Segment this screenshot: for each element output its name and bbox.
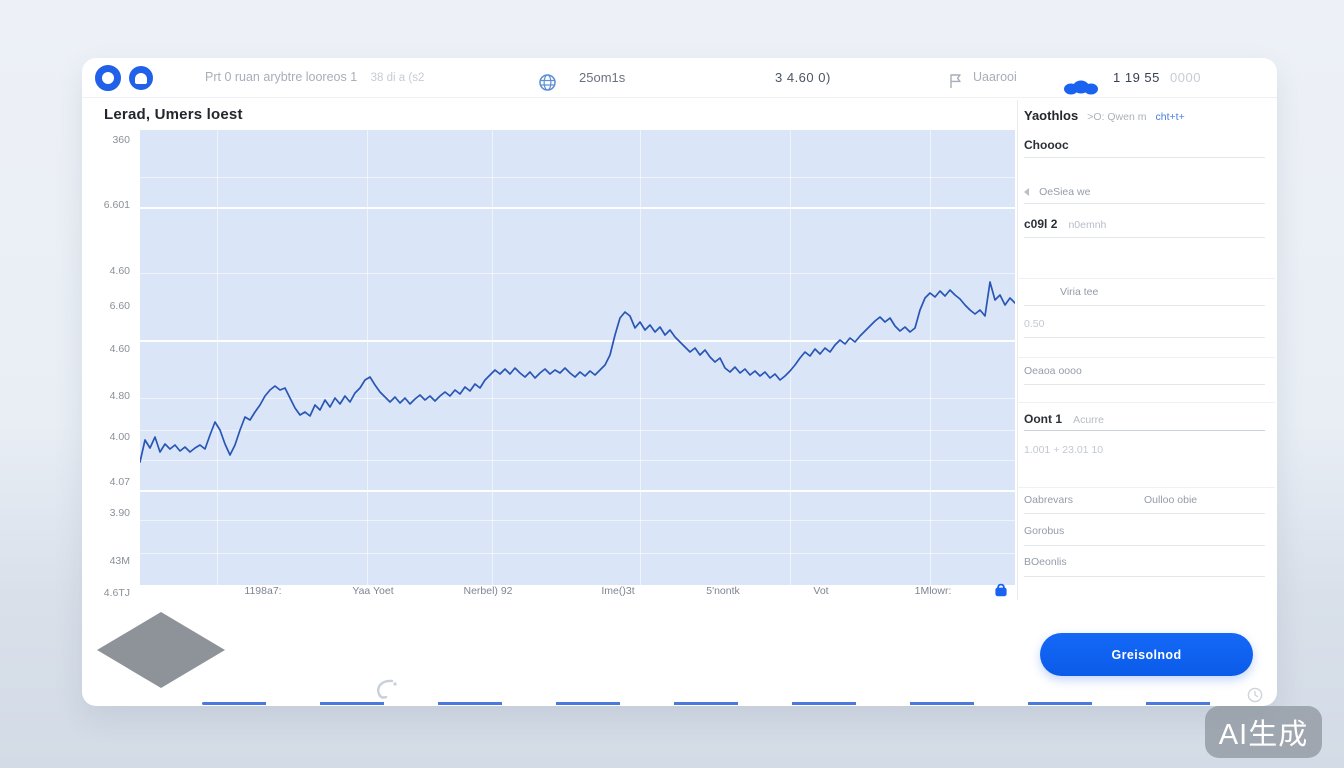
ai-generated-badge: AI生成: [1205, 706, 1322, 758]
sidebar-divider: [1017, 100, 1018, 600]
y-axis-tick: 4.60: [110, 343, 130, 355]
divider: [1024, 157, 1265, 158]
lock-icon[interactable]: [993, 582, 1009, 598]
price-chart-plot[interactable]: [140, 130, 1015, 585]
summary-row[interactable]: Oabrevars Oulloo obie: [1024, 494, 1265, 506]
y-axis-tick: 43M: [110, 555, 130, 567]
divider: [1024, 237, 1265, 238]
divider: [1024, 430, 1265, 431]
y-axis-tick: 6.601: [104, 199, 130, 211]
panel-link[interactable]: cht+t+: [1156, 111, 1185, 123]
order-field-1[interactable]: c09l 2 n0emnh: [1024, 217, 1265, 231]
collapsed-group-row[interactable]: OeSiea we: [1024, 186, 1265, 198]
balance: 1 19 55 0000: [1113, 58, 1201, 97]
flag-icon[interactable]: [946, 67, 966, 87]
price-line-svg: [140, 130, 1015, 585]
x-axis-tick: Vot: [813, 585, 828, 597]
y-axis-tick: 4.80: [110, 390, 130, 402]
submit-order-button[interactable]: Greisolnod: [1040, 633, 1253, 676]
diamond-logo-icon: [97, 612, 225, 688]
balance-suffix: 0000: [1170, 70, 1201, 85]
option-row-b[interactable]: BOeonlis: [1024, 556, 1265, 568]
order-field-5[interactable]: Oont 1 Acurre: [1024, 412, 1265, 426]
x-axis-tick: 1Mlowr:: [915, 585, 952, 597]
y-axis-labels: 360 6.601 4.60 6.60 4.60 4.80 4.00 4.07 3.90 43M 4…: [82, 130, 134, 600]
order-field-4[interactable]: Oeaoa oooo: [1024, 365, 1265, 377]
panel-section-heading: Choooc: [1024, 138, 1265, 152]
panel-header: Yaothlos >O: Qwen m cht+t+: [1024, 108, 1265, 123]
chart-title: Lerad, Umers loest: [104, 106, 243, 123]
panel-title: Yaothlos: [1024, 108, 1078, 123]
globe-icon[interactable]: [538, 68, 557, 87]
divider: [1024, 576, 1265, 577]
timeframe-selector[interactable]: 25om1s: [579, 58, 625, 97]
x-axis-tick: Yaa Yoet: [352, 585, 393, 597]
y-axis-tick: 4.00: [110, 431, 130, 443]
divider: [1024, 305, 1265, 306]
app-title-suffix: 38 di a (s2: [371, 72, 425, 84]
order-field-5-detail: 1.001 + 23.01 10: [1024, 444, 1265, 456]
section-divider: [1017, 402, 1275, 403]
balance-value: 1 19 55: [1113, 70, 1160, 85]
divider: [1024, 545, 1265, 546]
ring-logo-icon[interactable]: [95, 65, 121, 91]
y-axis-tick: 360: [112, 134, 130, 146]
section-divider: [1017, 278, 1275, 279]
x-axis-labels: 1198a7: Yaa Yoet Nerbel) 92 Ime()3t 5'nontk V…: [140, 585, 1015, 601]
panel-subtitle: >O: Qwen m: [1087, 111, 1146, 123]
app-title-text: Prt 0 ruan arybtre looreos 1: [205, 70, 357, 84]
x-axis-tick: 5'nontk: [706, 585, 740, 597]
section-divider: [1017, 357, 1275, 358]
section-divider: [1017, 487, 1275, 488]
header-price: 3 4.60 0): [775, 58, 831, 97]
avatar-logo-icon[interactable]: [129, 66, 153, 90]
balance-blob-icon: [1063, 71, 1099, 85]
squiggle-icon: [368, 678, 400, 704]
chevron-left-icon: [1024, 188, 1029, 196]
x-axis-tick: Nerbel) 92: [463, 585, 512, 597]
app-title: Prt 0 ruan arybtre looreos 1 38 di a (s2: [205, 58, 424, 97]
divider: [1024, 513, 1265, 514]
order-field-2[interactable]: Viria tee: [1024, 286, 1265, 298]
x-axis-tick: 1198a7:: [244, 585, 281, 597]
y-axis-tick: 3.90: [110, 507, 130, 519]
divider: [1024, 337, 1265, 338]
order-panel: Yaothlos >O: Qwen m cht+t+ Choooc OeSiea…: [1024, 100, 1265, 600]
y-axis-tick: 4.60: [110, 265, 130, 277]
divider: [1024, 203, 1265, 204]
app-window: Prt 0 ruan arybtre looreos 1 38 di a (s2…: [82, 58, 1277, 706]
option-row-a[interactable]: Gorobus: [1024, 525, 1265, 537]
divider: [1024, 384, 1265, 385]
header-bar: Prt 0 ruan arybtre looreos 1 38 di a (s2…: [82, 58, 1277, 98]
y-axis-tick: 4.07: [110, 476, 130, 488]
price-line: [140, 282, 1015, 462]
y-axis-tick: 4.6TJ: [104, 587, 130, 599]
y-axis-tick: 6.60: [110, 300, 130, 312]
account-label[interactable]: Uaarooi: [973, 58, 1017, 97]
order-field-3[interactable]: 0.50: [1024, 318, 1265, 330]
x-axis-tick: Ime()3t: [601, 585, 634, 597]
clock-icon[interactable]: [1247, 687, 1263, 703]
bottom-progress-dashes: [202, 702, 1222, 705]
